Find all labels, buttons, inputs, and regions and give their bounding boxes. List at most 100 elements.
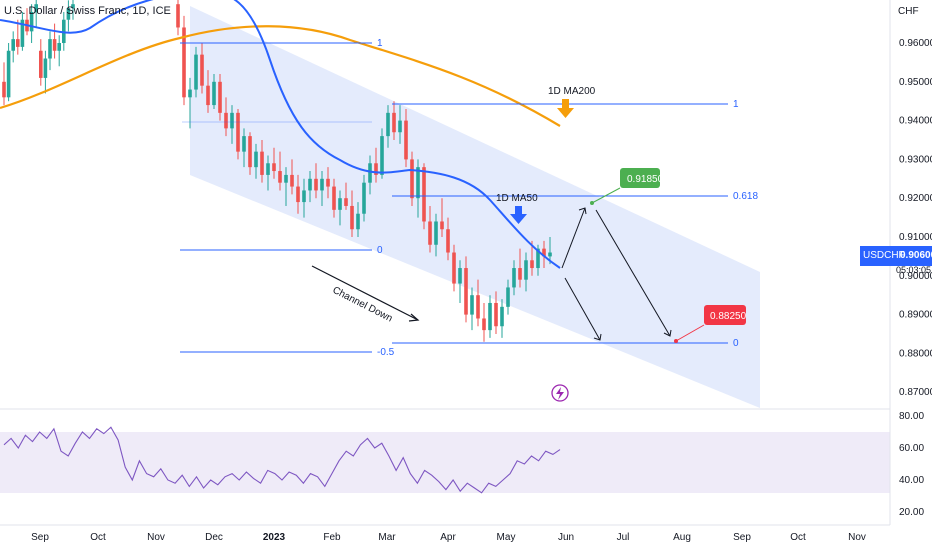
candle [176,0,180,36]
candle [332,178,336,218]
candle [20,11,25,51]
target-up-badge: 0.91850 [590,168,664,205]
rsi-line [3,426,561,494]
fib-left-label-0: 0 [377,245,383,256]
price-tick-label: 0.92000 [899,193,932,204]
candle [16,19,20,55]
channel-down-band [190,6,760,408]
ma50-label: 1D MA50 [496,193,538,204]
candle [368,155,372,195]
candle [230,105,234,144]
ma200-line [0,25,561,127]
candle [6,43,11,102]
price-tick-label: 0.89000 [899,310,932,321]
candle [434,213,438,257]
candle [182,15,186,106]
fib-right-label-1: 1 [733,99,739,110]
bar-countdown: 05:03:05 [896,265,932,275]
candle [272,147,276,179]
candle [296,174,300,214]
candle [188,77,192,129]
rsi-tick-label: 20.00 [899,507,924,518]
channel-arrow-icon [311,265,420,322]
price-tick-label: 0.91000 [899,232,932,243]
time-tick-label: May [497,532,516,543]
time-tick-label: Nov [848,532,866,543]
fib-right-label-0: 0 [733,338,739,349]
candle [398,105,402,144]
fib-left-label-1: 1 [377,38,383,49]
candle [48,31,52,71]
candle [512,260,516,296]
candle [200,43,204,94]
price-tick-label: 0.94000 [899,116,932,127]
candle [290,159,294,195]
candle [218,74,222,121]
channel-down-label: Channel Down [331,285,394,325]
price-tick-label: 0.96000 [899,38,932,49]
candle [356,202,360,237]
time-tick-label: 2023 [263,532,286,543]
candle [29,4,34,43]
fib-left: 1 0 -0.5 [180,38,395,358]
time-tick-label: Oct [790,532,806,543]
lightning-icon[interactable] [551,384,569,402]
price-tick-label: 0.93000 [899,154,932,165]
candle [212,74,216,109]
candle [320,171,324,206]
candle [52,23,57,59]
candle [326,167,330,199]
candle [254,143,258,179]
forecast-arrows [561,207,672,341]
candle [458,260,462,303]
candle [34,0,38,28]
candle [236,108,240,160]
rsi-axis[interactable]: 80.00 60.00 40.00 20.00 [899,411,924,518]
fib-left-label-neg: -0.5 [377,347,395,358]
candle [386,105,390,148]
candle [224,97,228,137]
candle [470,287,474,331]
time-tick-label: Oct [90,532,106,543]
time-tick-label: Dec [205,532,223,543]
time-tick-label: Jun [558,532,574,543]
candle [248,132,252,175]
candle [392,101,396,140]
rsi-tick-label: 40.00 [899,475,924,486]
candle [542,240,546,269]
price-axis[interactable]: 0.96000 0.95000 0.94000 0.93000 0.92000 0.910… [899,38,932,398]
time-tick-label: Sep [733,532,751,543]
price-tick-label: 0.87000 [899,387,932,398]
time-axis[interactable]: Sep Oct Nov Dec 2023 Feb Mar Apr May Jun Jul Aug Sep… [31,532,866,543]
candle [428,205,432,253]
candle [464,256,468,323]
candle [404,108,408,168]
target-down-label: 0.88250 [710,311,747,322]
candlestick-series [2,0,552,342]
candle [440,198,444,237]
candle [374,147,378,183]
candle [39,39,43,86]
candle [242,128,246,168]
candle [500,299,504,338]
candle [57,35,61,67]
time-tick-label: Sep [31,532,49,543]
ma50-line [0,0,561,269]
candle [344,182,348,210]
time-tick-label: Aug [673,532,691,543]
candle [518,248,522,288]
candle [314,163,318,199]
candle [380,128,384,179]
ticker-symbol: USDCHF [863,250,905,261]
rsi-tick-label: 80.00 [899,411,924,422]
currency-label: CHF [898,6,919,17]
price-tick-label: 0.95000 [899,77,932,88]
candle [194,46,198,98]
time-tick-label: Apr [440,532,456,543]
ma50-arrow-icon [510,206,527,224]
candle [488,295,492,338]
rsi-tick-label: 60.00 [899,443,924,454]
candle [260,140,264,183]
